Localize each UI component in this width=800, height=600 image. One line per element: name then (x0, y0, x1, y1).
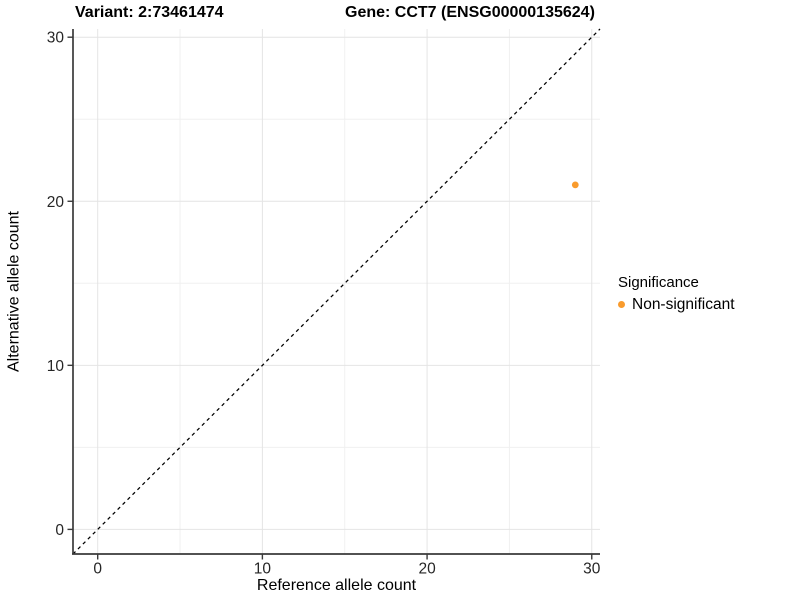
y-tick-label: 20 (47, 194, 65, 211)
legend: Significance Non-significant (618, 273, 735, 314)
non-significant-point-icon (618, 301, 625, 308)
gene-title: Gene: CCT7 (ENSG00000135624) (345, 4, 595, 21)
variant-title: Variant: 2:73461474 (75, 4, 224, 21)
legend-item-non-significant: Non-significant (618, 295, 735, 314)
x-tick-label: 10 (254, 561, 272, 578)
x-tick-label: 30 (583, 561, 601, 578)
data-point (571, 181, 579, 189)
legend-item-label: Non-significant (632, 296, 735, 313)
y-axis-title: Alternative allele count (5, 211, 23, 372)
x-tick-label: 0 (93, 561, 102, 578)
identity-dashed-line (72, 28, 601, 555)
x-axis-title: Reference allele count (256, 577, 417, 594)
x-tick-label: 20 (418, 561, 436, 578)
y-tick-label: 10 (47, 358, 65, 375)
y-tick-label: 0 (55, 522, 64, 539)
legend-title: Significance (618, 274, 699, 291)
y-tick-label: 30 (47, 30, 65, 47)
